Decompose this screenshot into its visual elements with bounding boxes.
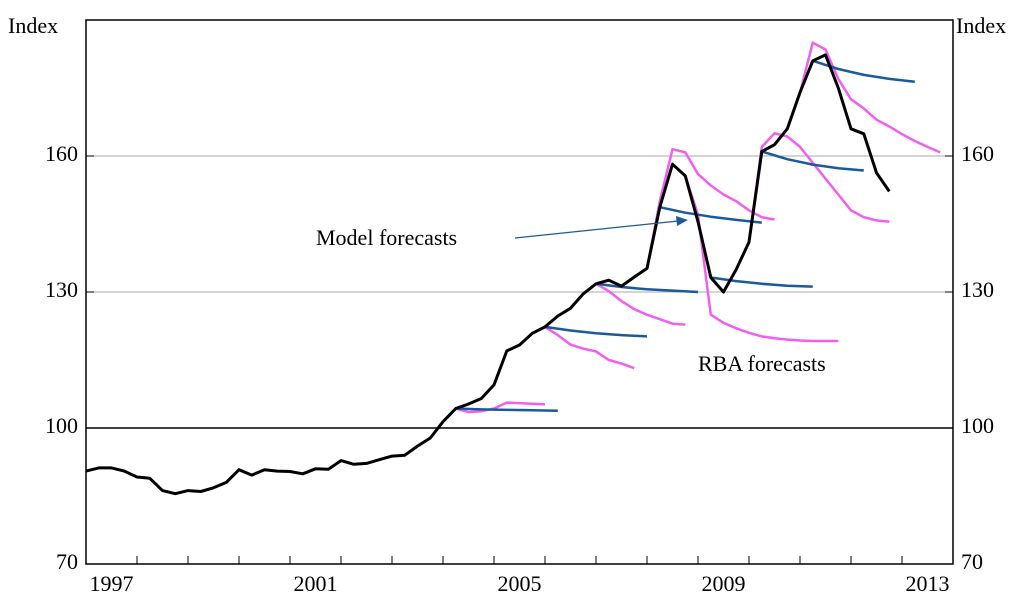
- series-line: [659, 205, 762, 224]
- series-line: [798, 41, 941, 154]
- series-line: [595, 282, 686, 326]
- series-line: [544, 325, 635, 370]
- series-line: [544, 325, 648, 338]
- y2-axis-label: Index: [956, 13, 1006, 38]
- y-tick-label: 130: [45, 277, 78, 302]
- x-tick-label: 2001: [294, 571, 338, 596]
- annotation: Model forecasts: [316, 225, 457, 250]
- y-tick-label: 160: [45, 141, 78, 166]
- series-line: [455, 407, 558, 413]
- y2-tick-label: 130: [961, 277, 994, 302]
- y2-tick-label: 160: [961, 141, 994, 166]
- annotation: RBA forecasts: [698, 351, 826, 376]
- y-axis-label: Index: [8, 13, 58, 38]
- annotation-arrow: [514, 220, 679, 239]
- series-line: [684, 175, 839, 343]
- series-line: [761, 150, 864, 172]
- series-line: [85, 53, 891, 496]
- x-tick-label: 1997: [90, 571, 134, 596]
- x-tick-label: 2005: [498, 571, 542, 596]
- series-line: [595, 282, 699, 294]
- series-line: [735, 132, 890, 270]
- x-tick-label: 2009: [702, 571, 746, 596]
- series-line: [710, 276, 813, 288]
- y-tick-label: 100: [45, 413, 78, 438]
- plot-frame: [85, 19, 954, 565]
- x-tick-label: 2013: [906, 571, 950, 596]
- y-tick-label: 70: [56, 549, 78, 574]
- arrow-head: [676, 216, 688, 226]
- y2-tick-label: 100: [961, 413, 994, 438]
- y2-tick-label: 70: [961, 549, 983, 574]
